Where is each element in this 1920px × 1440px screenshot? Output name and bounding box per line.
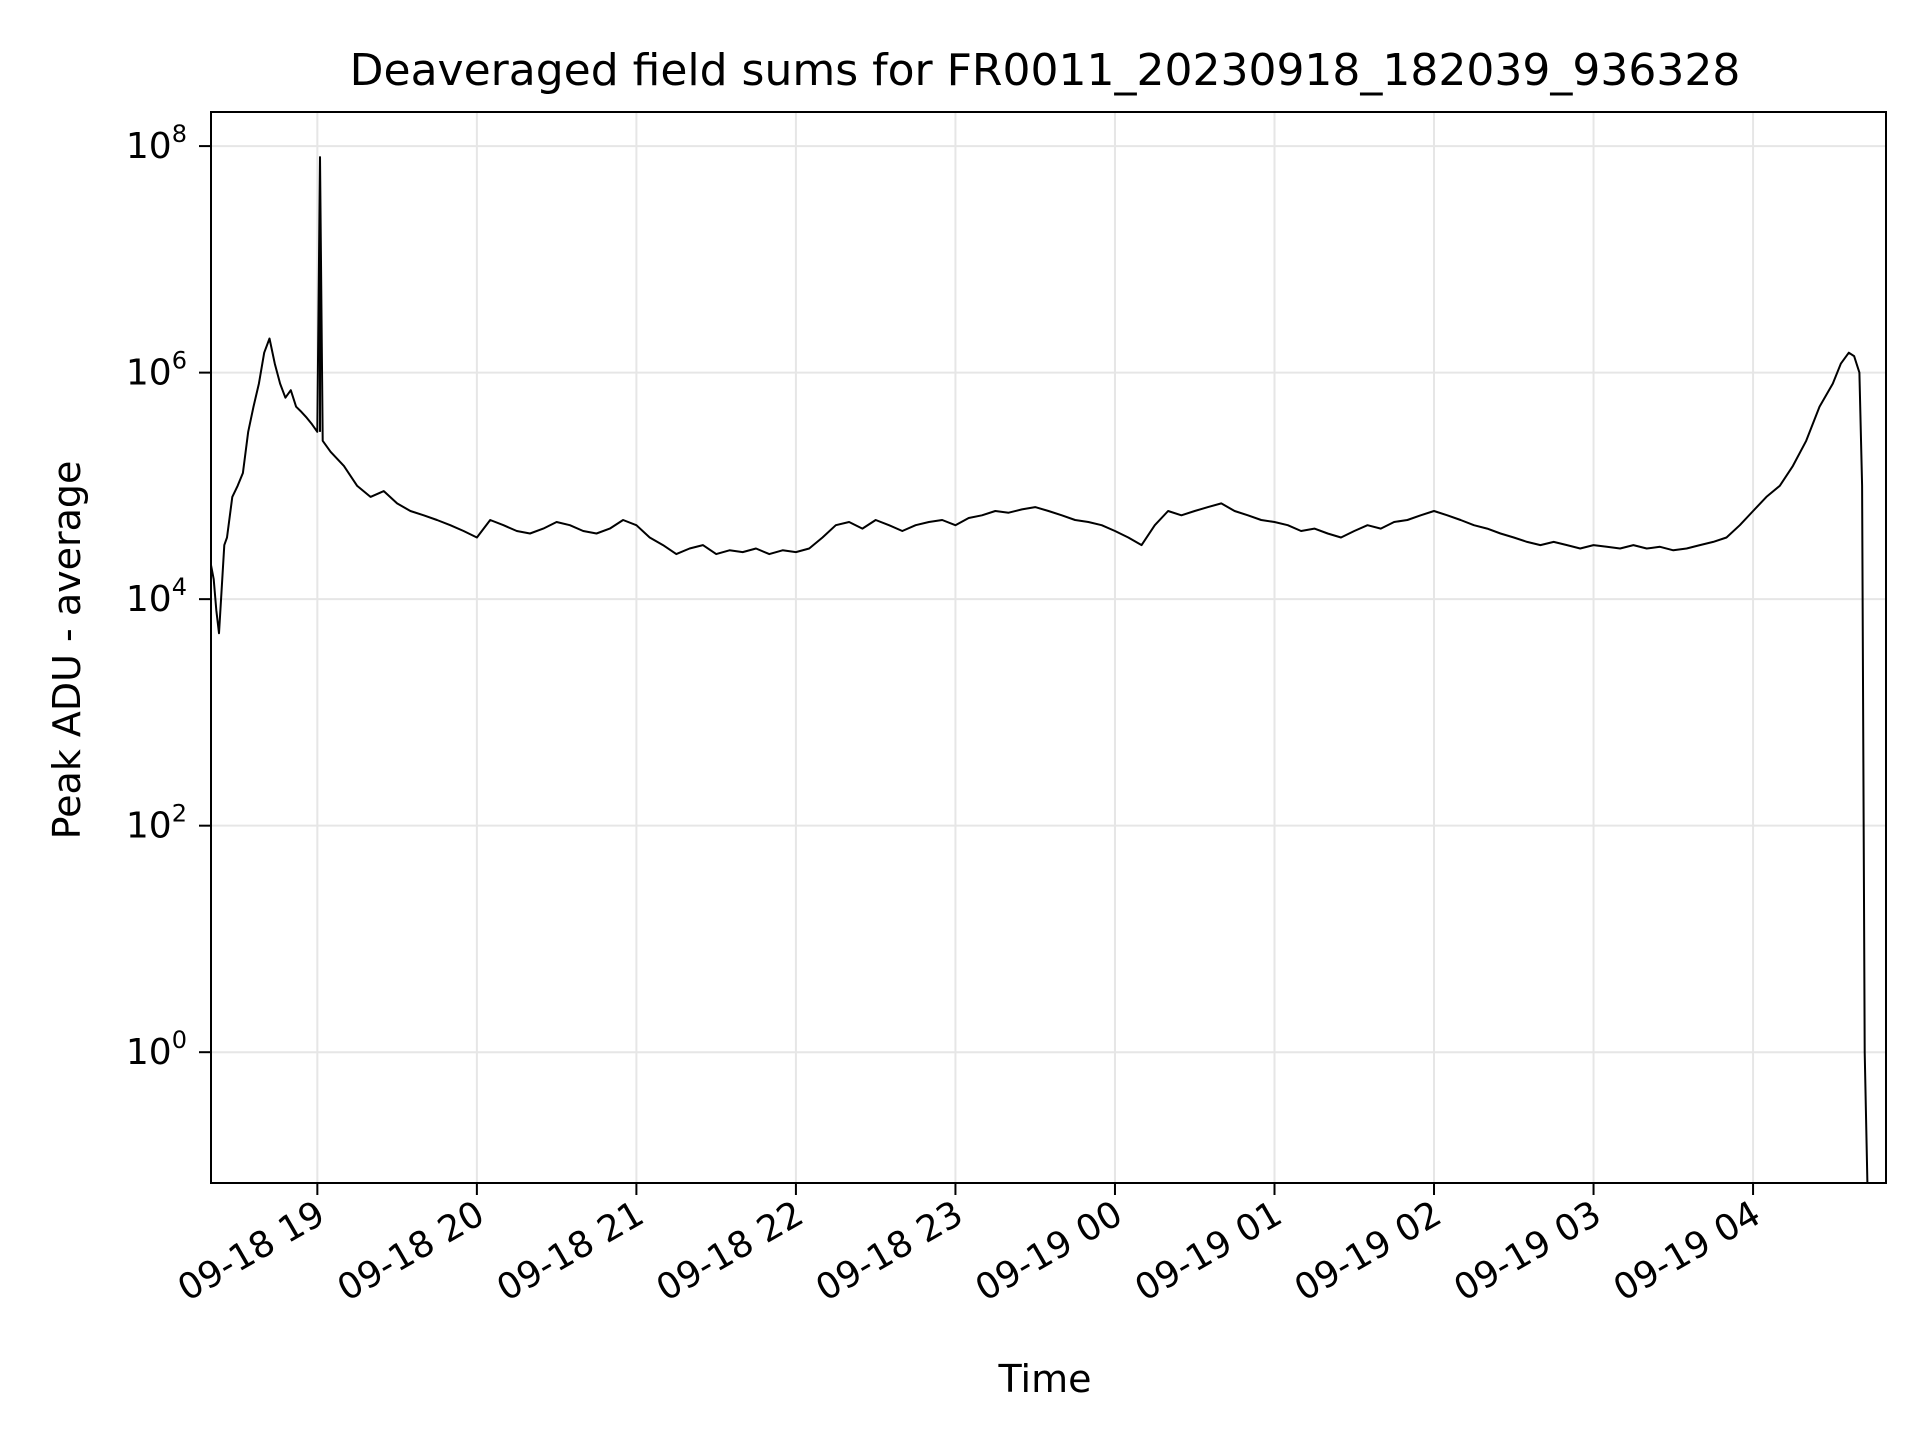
y-tick-base: 10 xyxy=(126,1032,172,1073)
y-tick-exponent: 0 xyxy=(172,1026,187,1054)
plot-frame xyxy=(210,111,1887,1184)
chart-title: Deaveraged field sums for FR0011_2023091… xyxy=(350,45,1741,96)
y-axis-label: Peak ADU - average xyxy=(45,461,89,840)
y-tick-exponent: 2 xyxy=(172,800,187,828)
y-tick-base: 10 xyxy=(126,126,172,167)
y-tick-label: 102 xyxy=(126,800,187,847)
data-series xyxy=(211,156,1869,1183)
y-tick-base: 10 xyxy=(126,579,172,620)
y-tick-exponent: 4 xyxy=(172,573,187,601)
y-tick-label: 104 xyxy=(126,573,187,620)
gridlines xyxy=(211,112,1886,1183)
x-axis-label: Time xyxy=(998,1357,1092,1401)
y-tick-label: 106 xyxy=(126,347,187,394)
y-tick-label: 108 xyxy=(126,120,187,167)
y-tick-exponent: 8 xyxy=(172,120,187,148)
y-tick-exponent: 6 xyxy=(172,347,187,375)
y-tick-base: 10 xyxy=(126,353,172,394)
y-tick-base: 10 xyxy=(126,806,172,847)
y-tick-label: 100 xyxy=(126,1026,187,1073)
